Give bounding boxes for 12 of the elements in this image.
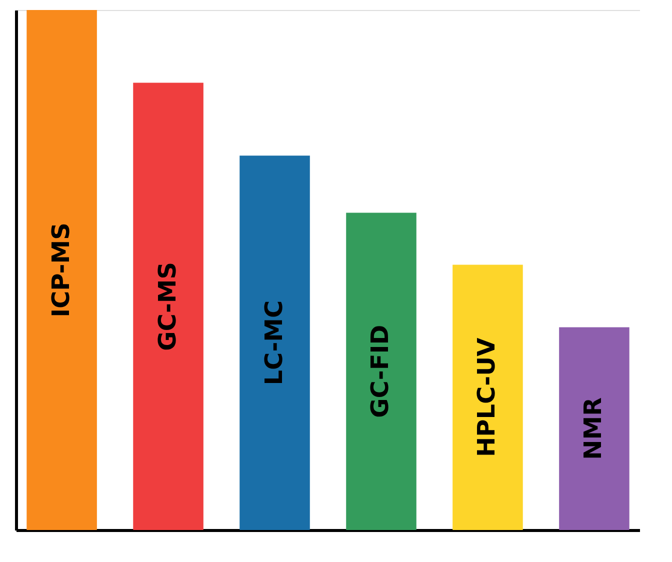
bar xyxy=(452,264,523,530)
bar xyxy=(346,212,416,530)
bar xyxy=(559,327,630,530)
x-tick-label: HPLC-UV xyxy=(472,337,501,457)
x-tick-label: ICP-MS xyxy=(46,222,75,318)
x-tick-label: NMR xyxy=(579,397,608,460)
bar xyxy=(240,156,310,530)
bar xyxy=(26,10,97,530)
bar xyxy=(133,82,204,530)
x-tick-label: LC-MC xyxy=(260,300,288,386)
x-tick-label: GC-FID xyxy=(366,324,394,418)
x-tick-label: GC-MS xyxy=(153,262,182,351)
